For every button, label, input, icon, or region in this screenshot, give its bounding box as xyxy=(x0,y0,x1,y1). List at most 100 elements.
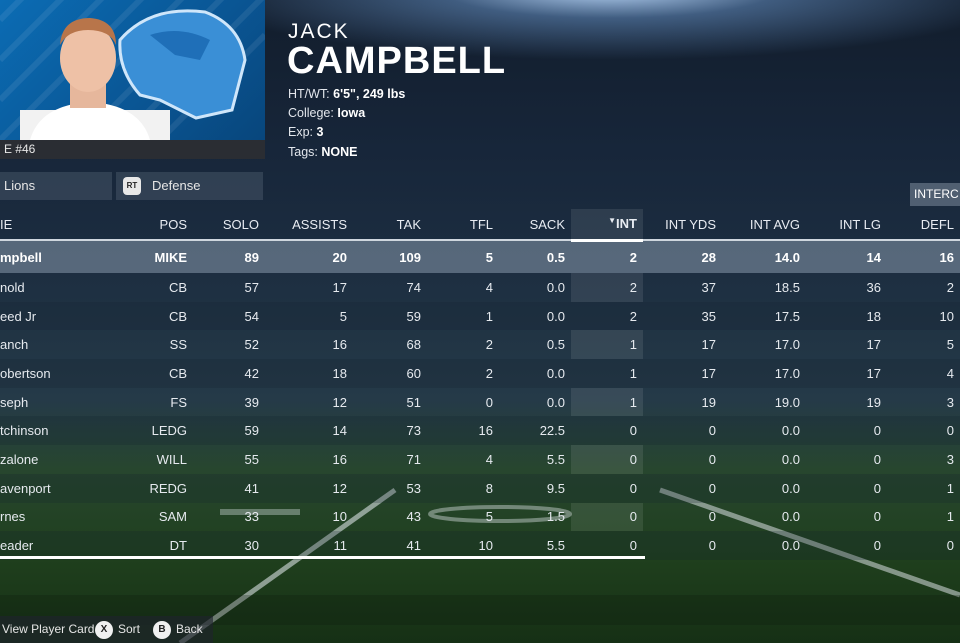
table-row[interactable]: eader DT 30 11 41 10 5.5 0 0 0.0 0 0 xyxy=(0,531,960,560)
cell-player-name: nold xyxy=(0,279,25,295)
cell-position: CB xyxy=(75,301,193,331)
cell-int-long: 0 xyxy=(873,509,881,525)
cell-int-yards: 17 xyxy=(701,337,716,353)
view-player-card-label[interactable]: View Player Card xyxy=(2,622,95,636)
cell-int-yards: 37 xyxy=(701,279,716,295)
cell-interceptions: 0 xyxy=(571,502,643,532)
col-header-int-lg[interactable]: INT LG xyxy=(806,209,887,241)
cell-position: REDG xyxy=(75,473,193,503)
table-row[interactable]: seph FS 39 12 51 0 0.0 1 19 19.0 19 3 xyxy=(0,387,960,417)
cell-interceptions: 1 xyxy=(571,387,643,417)
col-header-name[interactable]: IE xyxy=(0,209,75,241)
cell-assists: 10 xyxy=(332,509,347,525)
interceptions-section-tab[interactable]: INTERC xyxy=(910,183,960,206)
table-row[interactable]: anch SS 52 16 68 2 0.5 1 17 17.0 17 5 xyxy=(0,330,960,360)
cell-position: LEDG xyxy=(75,416,193,446)
cell-tfl: 2 xyxy=(427,359,499,388)
cell-sacks: 0.0 xyxy=(546,394,565,410)
col-header-int-yds[interactable]: INT YDS xyxy=(643,209,722,241)
cell-player-name: tchinson xyxy=(0,416,75,446)
table-row[interactable]: zalone WILL 55 16 71 4 5.5 0 0 0.0 0 3 xyxy=(0,445,960,474)
cell-position: MIKE xyxy=(75,240,193,273)
cell-sacks: 5.5 xyxy=(546,451,565,467)
cell-int-yards: 0 xyxy=(643,531,722,560)
table-row[interactable]: rnes SAM 33 10 43 5 1.5 0 0 0.0 0 1 xyxy=(0,502,960,532)
cell-tackles: 109 xyxy=(353,240,427,273)
cell-sacks: 1.5 xyxy=(546,509,565,525)
col-header-tfl[interactable]: TFL xyxy=(427,209,499,241)
cell-assists: 16 xyxy=(332,337,347,353)
cell-deflections: 3 xyxy=(946,394,954,410)
col-header-solo[interactable]: SOLO xyxy=(193,209,265,241)
cell-interceptions: 2 xyxy=(571,240,643,273)
cell-position: SAM xyxy=(158,509,187,525)
cell-player-name: anch xyxy=(0,337,29,353)
category-filter-tab[interactable]: RT Defense xyxy=(116,172,263,200)
team-filter-tab[interactable]: Lions xyxy=(0,172,112,200)
table-row[interactable]: obertson CB 42 18 60 2 0.0 1 17 17.0 17 4 xyxy=(0,359,960,388)
cell-int-long: 0 xyxy=(873,451,881,467)
table-row[interactable]: avenport REDG 41 12 53 8 9.5 0 0 0.0 0 1 xyxy=(0,473,960,503)
jersey-number: E #46 xyxy=(0,140,265,159)
cell-tackles: 74 xyxy=(406,279,421,295)
cell-sacks: 0.5 xyxy=(499,240,571,273)
exp-label: Exp: xyxy=(288,125,314,139)
cell-deflections: 2 xyxy=(946,279,954,295)
cell-interceptions: 1 xyxy=(571,359,643,388)
cell-position: FS xyxy=(170,394,187,410)
col-header-tak[interactable]: TAK xyxy=(353,209,427,241)
cell-int-average: 17.5 xyxy=(722,301,806,331)
cell-solo: 89 xyxy=(193,240,265,273)
table-row[interactable]: nold CB 57 17 74 4 0.0 2 37 18.5 36 2 xyxy=(0,273,960,302)
exp-value: 3 xyxy=(316,125,324,139)
cell-int-long: 0 xyxy=(806,473,887,503)
col-header-sack[interactable]: SACK xyxy=(499,209,571,241)
cell-assists: 14 xyxy=(265,416,353,446)
col-header-pos[interactable]: POS xyxy=(75,209,193,241)
cell-position: CB xyxy=(168,279,187,295)
cell-solo: 55 xyxy=(244,451,259,467)
sort-label[interactable]: Sort xyxy=(118,622,141,636)
cell-int-long: 17 xyxy=(866,337,881,353)
cell-tfl: 1 xyxy=(427,301,499,331)
cell-sacks: 22.5 xyxy=(499,416,571,446)
cell-int-long: 14 xyxy=(806,240,887,273)
col-header-int[interactable]: ▼INT xyxy=(571,209,643,242)
cell-player-name: eed Jr xyxy=(0,301,75,331)
cell-assists: 5 xyxy=(265,301,353,331)
college-label: College: xyxy=(288,106,334,120)
cell-int-average: 17.0 xyxy=(722,359,806,388)
table-row[interactable]: tchinson LEDG 59 14 73 16 22.5 0 0 0.0 0 0 xyxy=(0,416,960,446)
cell-sacks: 0.0 xyxy=(499,359,571,388)
table-row-selected[interactable]: mpbell MIKE 89 20 109 5 0.5 2 28 14.0 14 16 xyxy=(0,240,960,273)
cell-int-yards: 17 xyxy=(643,359,722,388)
cell-tfl: 10 xyxy=(427,531,499,560)
cell-sacks: 5.5 xyxy=(499,531,571,560)
back-label[interactable]: Back xyxy=(176,622,203,636)
cell-tackles: 59 xyxy=(353,301,427,331)
col-header-defl[interactable]: DEFL xyxy=(887,209,960,241)
cell-tackles: 68 xyxy=(406,337,421,353)
cell-deflections: 0 xyxy=(887,531,960,560)
cell-int-average: 0.0 xyxy=(722,416,806,446)
table-row[interactable]: eed Jr CB 54 5 59 1 0.0 2 35 17.5 18 10 xyxy=(0,301,960,331)
cell-interceptions: 2 xyxy=(571,301,643,331)
cell-int-yards: 28 xyxy=(643,240,722,273)
cell-int-yards: 19 xyxy=(701,394,716,410)
cell-solo: 59 xyxy=(193,416,265,446)
tags-info: Tags: NONE xyxy=(288,145,358,159)
cell-int-average: 18.5 xyxy=(774,279,800,295)
table-underline xyxy=(0,556,645,559)
cell-tfl: 16 xyxy=(427,416,499,446)
cell-sacks: 0.5 xyxy=(546,337,565,353)
cell-deflections: 5 xyxy=(946,337,954,353)
cell-assists: 11 xyxy=(265,531,353,560)
cell-int-average: 0.0 xyxy=(722,531,806,560)
cell-assists: 17 xyxy=(332,279,347,295)
cell-tackles: 73 xyxy=(353,416,427,446)
cell-player-name: seph xyxy=(0,394,29,410)
cell-assists: 18 xyxy=(265,359,353,388)
cell-deflections: 1 xyxy=(887,473,960,503)
col-header-int-avg[interactable]: INT AVG xyxy=(722,209,806,241)
col-header-assists[interactable]: ASSISTS xyxy=(265,209,353,241)
